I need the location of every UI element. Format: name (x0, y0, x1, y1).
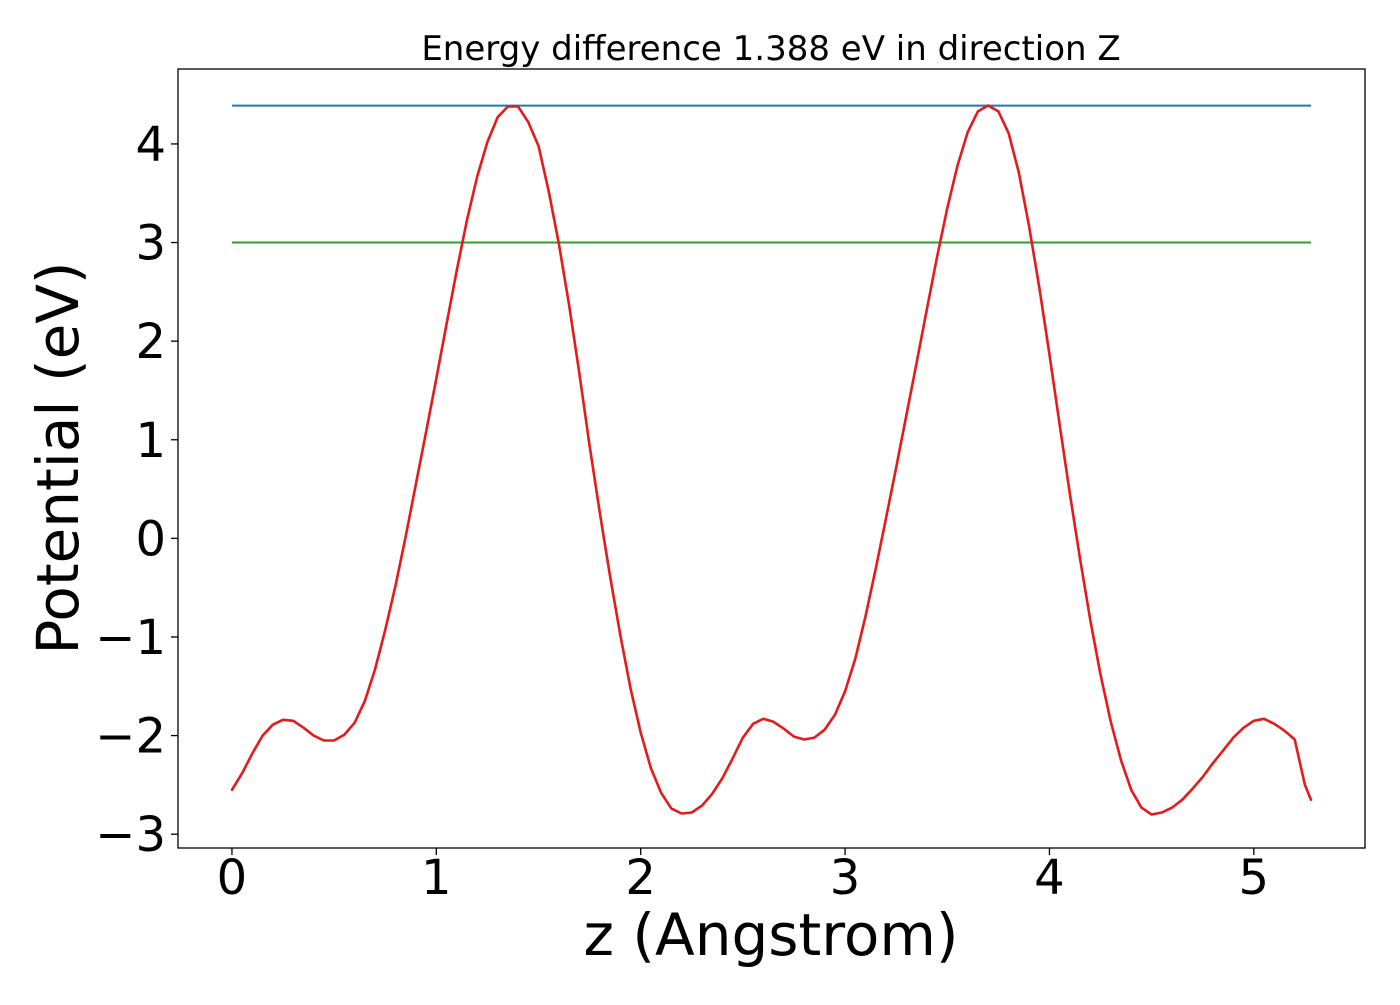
plot-area-frame (177, 68, 1366, 849)
x-axis-ticks: 0 1 2 3 4 5 (217, 848, 1269, 906)
y-tick-label: −1 (95, 610, 166, 666)
x-axis-label: z (Angstrom) (584, 901, 959, 969)
y-tick-label: −2 (95, 709, 166, 765)
x-tick-label: 1 (421, 850, 452, 906)
chart-title: Energy difference 1.388 eV in direction … (421, 29, 1120, 69)
y-tick-label: 2 (135, 314, 166, 370)
x-tick-label: 4 (1034, 850, 1065, 906)
x-tick-label: 3 (830, 850, 861, 906)
series-layer (230, 104, 1313, 816)
y-tick-label: −3 (95, 807, 166, 863)
y-axis-ticks: −3 −2 −1 0 1 2 3 4 (95, 117, 178, 863)
y-tick-label: 3 (135, 216, 166, 272)
y-tick-label: 1 (135, 413, 166, 469)
x-tick-label: 0 (217, 850, 248, 906)
y-tick-label: 4 (135, 117, 166, 173)
x-tick-label: 5 (1239, 850, 1270, 906)
y-axis-label: Potential (eV) (24, 261, 92, 654)
x-tick-label: 2 (625, 850, 656, 906)
y-tick-label: 0 (135, 511, 166, 567)
potential-curve (230, 104, 1313, 816)
